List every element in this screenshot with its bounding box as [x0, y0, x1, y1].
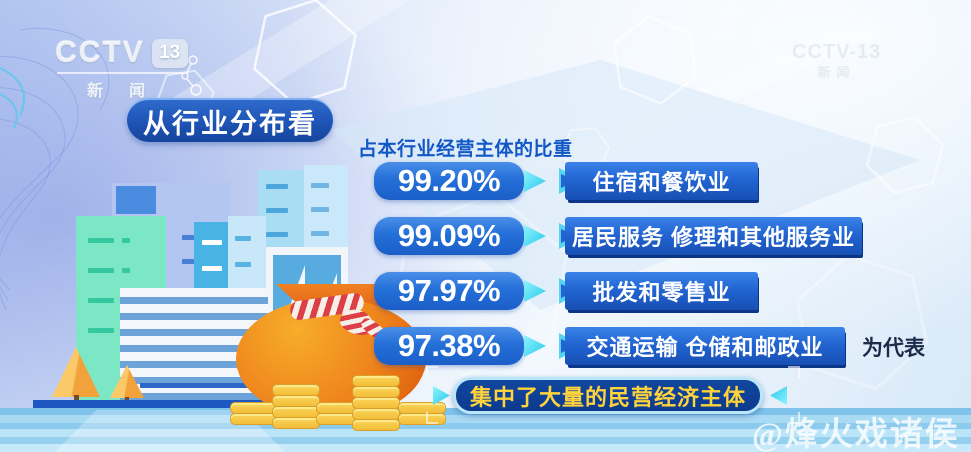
coin-stack	[272, 384, 320, 429]
tree-large	[52, 347, 100, 403]
corner-watermark: CCTV-13 新闻	[792, 40, 881, 81]
banner-bracket	[426, 412, 438, 424]
footer-banner: 集中了大量的民营经济主体	[453, 377, 763, 414]
banner-bracket	[788, 412, 800, 424]
subtitle: 占本行业经营主体的比重	[358, 139, 573, 160]
author-watermark: @烽火戏诸侯	[752, 417, 960, 452]
cctv13-logo: CCTV 13 新闻	[55, 36, 188, 101]
stat-value: 97.38%	[374, 327, 524, 365]
corner-watermark-line2: 新闻	[817, 65, 856, 80]
stat-value: 97.97%	[374, 272, 524, 310]
coin-stack	[230, 402, 278, 425]
tree-small	[110, 365, 144, 403]
cctv-channel-number: 13	[151, 38, 188, 68]
banner-bracket	[426, 366, 438, 378]
stat-label: 交通运输 仓储和邮政业	[565, 327, 845, 365]
stat-value: 99.20%	[374, 162, 524, 200]
representative-note: 为代表	[862, 337, 925, 360]
stat-label: 批发和零售业	[565, 272, 758, 310]
platform-bar	[33, 400, 323, 409]
coin-stack	[352, 375, 400, 431]
cctv-logo-caption: 新闻	[87, 83, 172, 100]
platform-bar-upper	[140, 383, 312, 388]
corner-watermark-line1: CCTV-13	[792, 41, 882, 63]
cctv-logo-divider	[57, 72, 183, 74]
coin-stack	[398, 402, 446, 425]
stat-label: 居民服务 修理和其他服务业	[565, 217, 862, 255]
cctv-logo-text: CCTV	[55, 36, 145, 69]
page-title: 从行业分布看	[127, 98, 333, 142]
stat-value: 99.09%	[374, 217, 524, 255]
stat-label: 住宿和餐饮业	[565, 162, 758, 200]
water	[0, 408, 971, 452]
banner-bracket	[788, 366, 800, 378]
